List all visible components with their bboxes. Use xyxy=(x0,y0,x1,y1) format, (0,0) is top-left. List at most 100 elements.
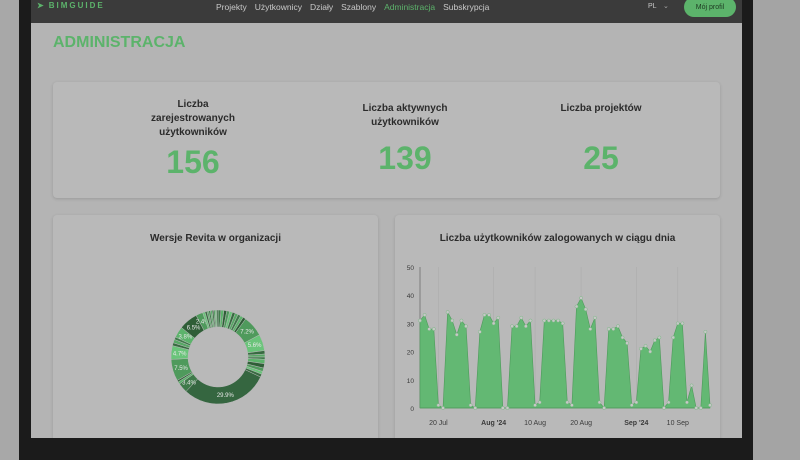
data-point xyxy=(698,406,703,410)
area-series xyxy=(419,297,711,409)
slice-label: 6.5% xyxy=(187,325,201,331)
data-point xyxy=(547,318,551,323)
data-point xyxy=(418,318,422,323)
logo-text: BIMGUIDE xyxy=(48,1,105,10)
data-point xyxy=(427,327,432,331)
data-point xyxy=(450,318,455,323)
stat-label: Liczba aktywnych użytkowników xyxy=(362,103,448,128)
stat-value: 139 xyxy=(378,140,432,176)
data-point xyxy=(422,313,427,317)
data-point xyxy=(611,327,616,331)
data-point xyxy=(625,341,629,345)
data-point xyxy=(593,315,597,320)
donut-slice xyxy=(216,309,219,328)
data-point xyxy=(597,400,602,405)
data-point xyxy=(680,321,685,326)
y-tick-label: 30 xyxy=(407,321,415,328)
slice-label: 4.7% xyxy=(173,351,187,357)
data-point xyxy=(473,406,478,410)
stats-card: Liczba zarejestrowanych użytkowników 156… xyxy=(53,82,720,198)
stat-active-users: Liczba aktywnych użytkowników 139 xyxy=(315,102,495,177)
chart-title: Wersje Revita w organizacji xyxy=(150,233,281,244)
data-point xyxy=(454,332,459,337)
data-point xyxy=(648,349,653,354)
data-point xyxy=(519,315,524,320)
donut-chart: 7.2% 5.6% 29.9% 3.4% 7.5% 4.7% 3.8% 6.5%2.4% xyxy=(170,309,266,405)
data-point xyxy=(652,338,657,343)
data-point xyxy=(501,406,505,410)
slice-label: 5.6% xyxy=(248,343,262,349)
profile-button[interactable]: Mój profil xyxy=(684,0,736,17)
logo-arrow-icon: ➤ xyxy=(37,1,46,10)
data-point xyxy=(662,406,666,410)
y-tick-label: 50 xyxy=(407,265,415,272)
data-point xyxy=(666,400,671,405)
x-tick-label: 20 Aug xyxy=(570,420,592,427)
y-tick-label: 0 xyxy=(410,406,414,413)
data-point xyxy=(482,313,487,317)
nav-projekty[interactable]: Projekty xyxy=(216,2,247,12)
data-point xyxy=(441,406,445,410)
data-point xyxy=(689,383,694,388)
daily-logins-card: Liczba użytkowników zalogowanych w ciągu… xyxy=(395,215,720,438)
data-point xyxy=(459,318,464,323)
data-point xyxy=(694,406,699,410)
area-chart: 20 Jul Aug '24 10 Aug 20 Aug Sep '24 10 Sep 0 1… xyxy=(407,265,712,427)
data-point xyxy=(528,318,533,323)
nav-uzytkownicy[interactable]: Użytkownicy xyxy=(254,2,302,12)
nav-dzialy[interactable]: Działy xyxy=(309,2,334,12)
data-point xyxy=(616,324,620,329)
data-point xyxy=(510,324,514,329)
data-point xyxy=(477,330,482,334)
data-point xyxy=(565,400,570,405)
data-point xyxy=(570,403,574,408)
slice-label: 7.2% xyxy=(240,330,254,336)
data-point xyxy=(468,403,473,408)
data-point xyxy=(464,324,468,329)
y-tick-label: 20 xyxy=(407,350,415,357)
data-point xyxy=(560,321,565,326)
stat-label: Liczba zarejestrowanych użytkowników xyxy=(151,99,235,138)
data-point xyxy=(505,406,510,410)
x-tick-label: 10 Sep xyxy=(667,420,689,427)
data-point xyxy=(542,318,547,323)
slice-label: 3.4% xyxy=(182,380,196,386)
nav-administracja[interactable]: Administracja xyxy=(384,2,436,12)
stat-label: Liczba projektów xyxy=(560,103,642,114)
data-point xyxy=(445,310,450,314)
stat-projects: Liczba projektów 25 xyxy=(511,102,691,177)
y-tick-label: 40 xyxy=(407,293,415,300)
data-point xyxy=(685,400,689,405)
nav-menu: Projekty Użytkownicy Działy Szablony Adm… xyxy=(216,2,489,12)
data-point xyxy=(537,400,542,405)
data-point xyxy=(431,327,436,331)
data-point xyxy=(514,324,519,329)
data-point xyxy=(620,335,625,340)
logo[interactable]: ➤ BIMGUIDE xyxy=(37,1,105,10)
data-point xyxy=(588,327,593,331)
data-point xyxy=(496,315,501,320)
data-point xyxy=(556,318,560,323)
x-tick-label: 10 Aug xyxy=(524,420,546,427)
stat-registered-users: Liczba zarejestrowanych użytkowników 156 xyxy=(103,98,283,181)
stat-value: 156 xyxy=(166,144,220,180)
chevron-down-icon[interactable]: ⌄ xyxy=(663,3,669,10)
data-point xyxy=(491,321,496,326)
data-point xyxy=(533,403,537,408)
data-point xyxy=(657,335,662,340)
language-select[interactable]: PL xyxy=(648,3,657,10)
data-point xyxy=(487,313,491,317)
data-point xyxy=(639,346,643,351)
nav-szablony[interactable]: Szablony xyxy=(341,2,377,12)
stat-value: 25 xyxy=(583,140,619,176)
data-point xyxy=(574,304,579,309)
slice-label: 3.8% xyxy=(179,335,193,341)
donut-slice xyxy=(185,369,261,405)
data-point xyxy=(602,406,606,410)
nav-subskrypcja[interactable]: Subskrypcja xyxy=(443,2,490,12)
revit-versions-card: Wersje Revita w organizacji 7.2% 5.6% 29.9… xyxy=(53,215,378,438)
page-title: ADMINISTRACJA xyxy=(53,34,186,51)
data-point xyxy=(606,327,611,331)
x-tick-label: Aug '24 xyxy=(481,420,506,427)
data-point xyxy=(524,324,528,329)
